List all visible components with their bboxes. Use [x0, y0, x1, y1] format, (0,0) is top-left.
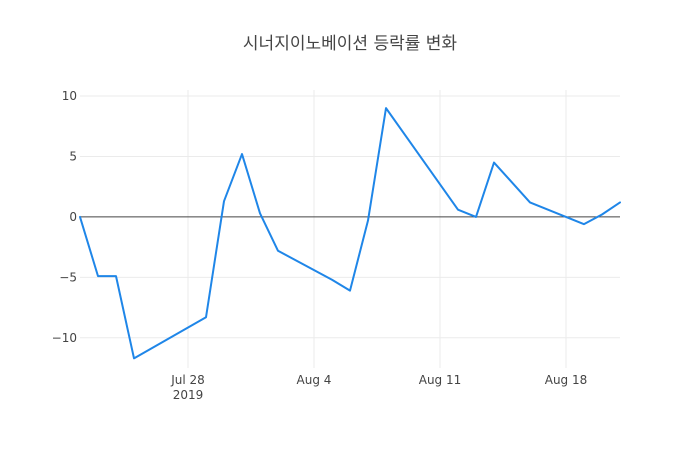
grid-layer — [80, 90, 620, 368]
data-point — [79, 216, 81, 218]
x-tick-label: Jul 28 — [170, 373, 205, 387]
data-point — [583, 223, 585, 225]
data-point — [331, 279, 333, 281]
data-point — [277, 250, 279, 252]
data-point — [367, 220, 369, 222]
x-tick-label: Aug 18 — [545, 373, 588, 387]
chart-title: 시너지이노베이션 등락률 변화 — [243, 34, 457, 54]
data-point — [349, 290, 351, 292]
data-point — [457, 209, 459, 211]
data-point — [529, 201, 531, 203]
data-point — [133, 357, 135, 359]
x-tick-label: Aug 11 — [419, 373, 462, 387]
data-point — [475, 216, 477, 218]
y-tick-label: −5 — [59, 270, 77, 284]
y-tick-label: 5 — [69, 149, 77, 163]
x-tick-sublabel: 2019 — [173, 388, 204, 402]
data-point — [223, 200, 225, 202]
data-point — [619, 201, 621, 203]
series-line — [79, 107, 621, 360]
data-point — [115, 275, 117, 277]
data-point — [601, 213, 603, 215]
data-point — [385, 107, 387, 109]
x-tick-label: Aug 4 — [297, 373, 332, 387]
y-tick-label: 10 — [62, 89, 77, 103]
y-tick-label: 0 — [69, 210, 77, 224]
data-point — [205, 316, 207, 318]
data-point — [241, 153, 243, 155]
series-layer — [79, 107, 621, 360]
data-point — [493, 162, 495, 164]
y-tick-label: −10 — [52, 331, 77, 345]
data-point — [97, 275, 99, 277]
data-point — [259, 212, 261, 214]
